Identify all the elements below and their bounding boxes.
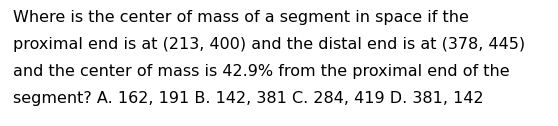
- Text: Where is the center of mass of a segment in space if the: Where is the center of mass of a segment…: [13, 10, 469, 25]
- Text: segment? A. 162, 191 B. 142, 381 C. 284, 419 D. 381, 142: segment? A. 162, 191 B. 142, 381 C. 284,…: [13, 91, 484, 106]
- Text: and the center of mass is 42.9% from the proximal end of the: and the center of mass is 42.9% from the…: [13, 64, 509, 79]
- Text: proximal end is at (213, 400) and the distal end is at (378, 445): proximal end is at (213, 400) and the di…: [13, 37, 525, 52]
